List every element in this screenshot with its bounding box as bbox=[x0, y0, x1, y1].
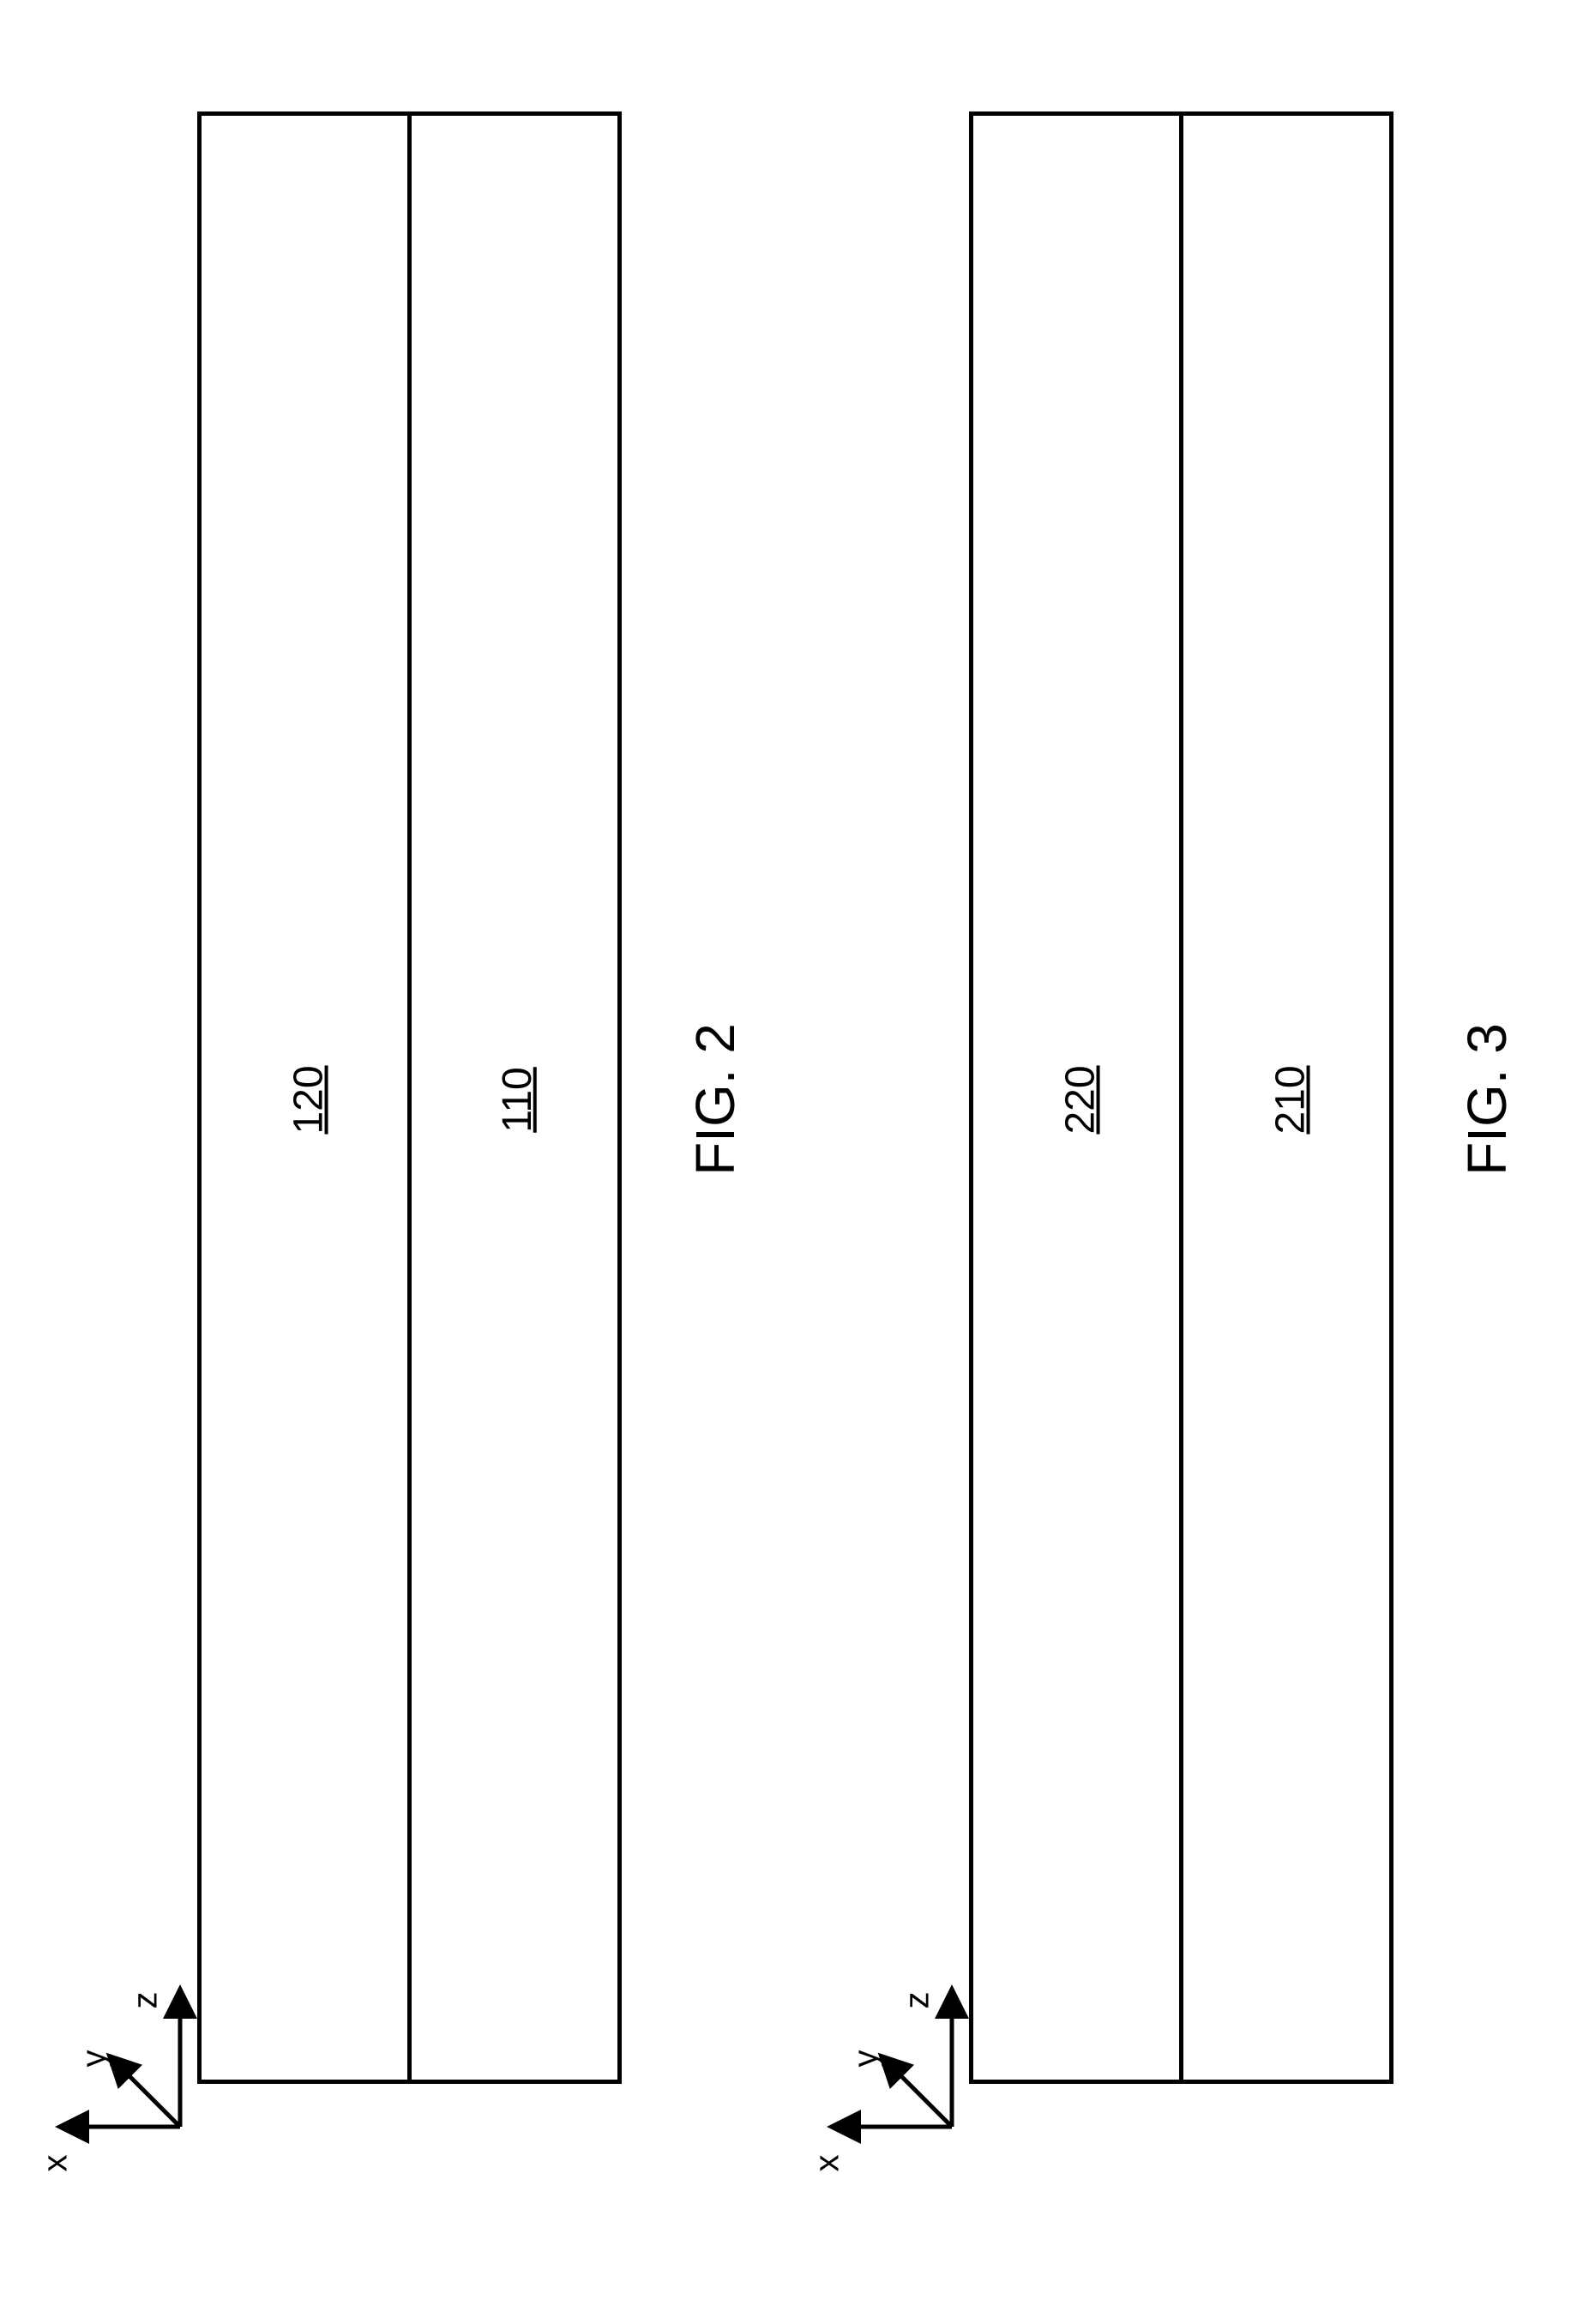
page: z y x 120 110 FIG. 2 z y x 220 bbox=[0, 0, 1571, 2324]
axis-label-x-fig3: x bbox=[809, 2155, 847, 2172]
figure-caption-fig2: FIG. 2 bbox=[683, 1023, 747, 1176]
layer-label-210: 210 bbox=[1267, 1065, 1315, 1134]
axis-label-z-fig2: z bbox=[127, 1992, 166, 2009]
layer-label-220: 220 bbox=[1057, 1065, 1105, 1134]
layer-label-110: 110 bbox=[494, 1067, 541, 1133]
layer-label-120: 120 bbox=[286, 1065, 333, 1134]
axis-label-z-fig3: z bbox=[899, 1992, 937, 2009]
axis-label-y-fig2: y bbox=[75, 2050, 114, 2068]
figure-caption-fig3: FIG. 3 bbox=[1455, 1023, 1519, 1176]
axis-label-y-fig3: y bbox=[847, 2050, 886, 2068]
axis-label-x-fig2: x bbox=[37, 2155, 75, 2172]
